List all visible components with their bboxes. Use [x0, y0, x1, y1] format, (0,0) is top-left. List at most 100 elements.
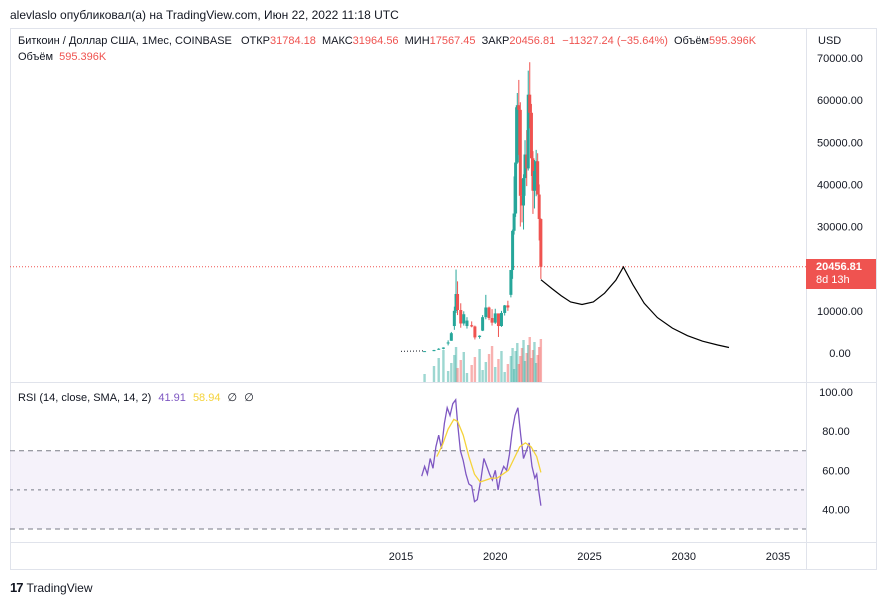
volume-value: 595.396K	[709, 35, 757, 47]
volume-bar	[481, 370, 484, 382]
rsi-sma-line	[436, 418, 542, 483]
rsi-tick-label: 100.00	[819, 387, 853, 399]
candle-body	[465, 320, 469, 327]
candle-body	[532, 170, 536, 191]
candle-body	[526, 94, 530, 169]
volume-bar	[516, 343, 519, 382]
candle-body	[536, 161, 540, 195]
volume-bar	[536, 355, 539, 382]
volume-bar	[497, 359, 500, 382]
volume-bar	[531, 350, 535, 382]
candle-body	[462, 314, 466, 324]
volume-bar	[478, 349, 481, 382]
candle-body	[449, 333, 453, 341]
rsi-empty-2: ∅	[244, 392, 254, 404]
candle-body	[523, 154, 527, 179]
volume-bar	[437, 358, 440, 382]
time-tick-label: 2025	[577, 551, 601, 563]
rsi-empty-1: ∅	[227, 392, 238, 404]
time-tick-label: 2020	[483, 551, 507, 563]
volume-bar	[450, 363, 453, 382]
volume-bar	[454, 347, 458, 382]
volume-bar	[446, 371, 450, 382]
footer-brand[interactable]: 17 TradingView	[10, 580, 93, 595]
volume-bar	[494, 367, 497, 382]
volume-bar	[459, 360, 462, 382]
candle-body	[539, 219, 543, 267]
high-value: 31964.56	[352, 35, 399, 47]
change-value: −11327.24 (−35.64%)	[562, 35, 668, 47]
volume-bar	[523, 361, 527, 382]
price-tick-label: 60000.00	[817, 95, 863, 107]
tradingview-logo-icon: 17	[10, 580, 24, 595]
candle-body	[473, 326, 477, 338]
volume-bar	[530, 358, 533, 382]
candle-body	[518, 109, 522, 196]
volume-bar	[506, 364, 510, 382]
price-tick-label: 40000.00	[817, 179, 863, 191]
candle-body	[503, 305, 507, 313]
volume-bar	[509, 356, 513, 382]
rsi-sma-value: 58.94	[192, 392, 221, 404]
low-label: МИН	[404, 35, 430, 47]
low-value: 17567.45	[429, 35, 476, 47]
rsi-legend: RSI (14, close, SMA, 14, 2) 41.91 58.94 …	[18, 391, 254, 404]
candle-body	[511, 230, 515, 270]
volume-bar	[456, 368, 459, 382]
candle-body	[459, 310, 463, 324]
close-label: ЗАКР	[481, 35, 510, 47]
bar-countdown: 8d 13h	[816, 274, 850, 286]
volume-legend: Объём 595.396K	[18, 51, 106, 63]
volume-bar	[503, 372, 506, 382]
candle-body	[493, 313, 497, 323]
volume-bar	[527, 345, 530, 382]
rsi-tick-label: 80.00	[822, 426, 850, 438]
candle-body	[481, 317, 485, 331]
symbol-label[interactable]: Биткоин / Доллар США, 1Мес, COINBASE	[18, 35, 232, 47]
volume-bar	[487, 354, 491, 382]
rsi-legend-label[interactable]: RSI (14, close, SMA, 14, 2)	[18, 392, 152, 404]
price-tick-label: 30000.00	[817, 222, 863, 234]
candle-body	[528, 94, 532, 113]
volume-bar	[423, 374, 426, 382]
volume-bar	[462, 352, 465, 382]
candle-body	[525, 154, 529, 169]
volume-bar	[500, 351, 503, 382]
high-label: МАКС	[321, 35, 353, 47]
time-tick-label: 2015	[389, 551, 413, 563]
candle-body	[514, 162, 518, 214]
volume-bar	[539, 339, 543, 382]
volume-bar	[511, 348, 514, 382]
volume-legend-value: 595.396K	[59, 51, 107, 63]
volume-bar	[517, 364, 521, 382]
close-value: 20456.81	[509, 35, 556, 47]
candle-body	[478, 335, 482, 337]
volume-bar	[525, 353, 528, 382]
candle-body	[496, 313, 500, 327]
candle-body	[490, 318, 494, 323]
candle-body	[520, 195, 524, 206]
open-label: ОТКР	[240, 35, 270, 47]
time-tick-label: 2030	[672, 551, 696, 563]
volume-bar	[537, 347, 541, 382]
price-tick-label: 0.00	[829, 348, 850, 360]
candle-body	[487, 307, 491, 319]
last-price-tag: 20456.81 8d 13h	[806, 259, 876, 289]
rsi-tick-label: 40.00	[822, 504, 850, 516]
candle-body	[454, 294, 458, 311]
volume-bar	[432, 366, 436, 382]
candle-body	[515, 105, 519, 163]
currency-label[interactable]: USD	[818, 35, 842, 47]
volume-bar	[473, 357, 477, 382]
volume-bar	[519, 356, 522, 382]
volume-bar	[465, 373, 469, 382]
volume-legend-label[interactable]: Объём	[18, 51, 54, 63]
price-tick-label: 10000.00	[817, 306, 863, 318]
candle-body	[446, 342, 450, 344]
candle-body	[534, 161, 538, 171]
volume-bar	[470, 365, 473, 382]
footer-brand-label: TradingView	[26, 580, 93, 595]
candle-body	[537, 194, 541, 219]
candle-body	[423, 351, 427, 353]
